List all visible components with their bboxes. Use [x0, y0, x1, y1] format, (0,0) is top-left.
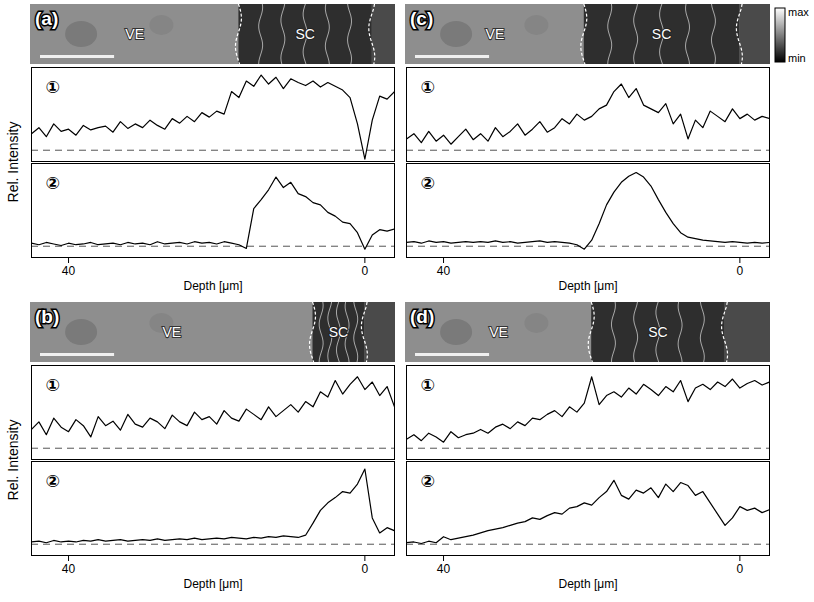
- svg-text:Rel. Intensity: Rel. Intensity: [5, 122, 21, 203]
- svg-text:②: ②: [46, 173, 60, 193]
- svg-text:40: 40: [62, 562, 76, 576]
- svg-text:Depth [μm]: Depth [μm]: [184, 279, 243, 293]
- svg-text:SC: SC: [648, 324, 667, 340]
- svg-text:min: min: [788, 52, 806, 64]
- svg-text:0: 0: [737, 562, 744, 576]
- svg-text:VE: VE: [125, 26, 144, 42]
- svg-text:VE: VE: [486, 26, 505, 42]
- svg-text:Depth [μm]: Depth [μm]: [559, 577, 618, 591]
- svg-text:40: 40: [437, 264, 451, 278]
- svg-text:0: 0: [362, 264, 369, 278]
- svg-text:(d): (d): [410, 306, 434, 327]
- svg-text:②: ②: [46, 471, 60, 491]
- svg-text:(a): (a): [35, 8, 58, 29]
- svg-text:Depth [μm]: Depth [μm]: [559, 279, 618, 293]
- svg-text:①: ①: [46, 77, 60, 97]
- svg-text:SC: SC: [295, 26, 314, 42]
- svg-text:SC: SC: [652, 26, 671, 42]
- svg-text:40: 40: [62, 264, 76, 278]
- svg-text:①: ①: [421, 77, 435, 97]
- svg-text:①: ①: [421, 375, 435, 395]
- svg-text:max: max: [788, 6, 809, 18]
- svg-text:②: ②: [421, 471, 435, 491]
- svg-text:VE: VE: [489, 324, 508, 340]
- svg-text:VE: VE: [162, 324, 181, 340]
- svg-text:SC: SC: [329, 324, 348, 340]
- svg-text:Rel. Intensity: Rel. Intensity: [5, 420, 21, 501]
- svg-text:(b): (b): [35, 306, 59, 327]
- svg-text:Depth [μm]: Depth [μm]: [184, 577, 243, 591]
- svg-text:②: ②: [421, 173, 435, 193]
- svg-text:0: 0: [362, 562, 369, 576]
- svg-text:(c): (c): [410, 8, 433, 29]
- svg-text:40: 40: [437, 562, 451, 576]
- svg-text:①: ①: [46, 375, 60, 395]
- svg-text:0: 0: [737, 264, 744, 278]
